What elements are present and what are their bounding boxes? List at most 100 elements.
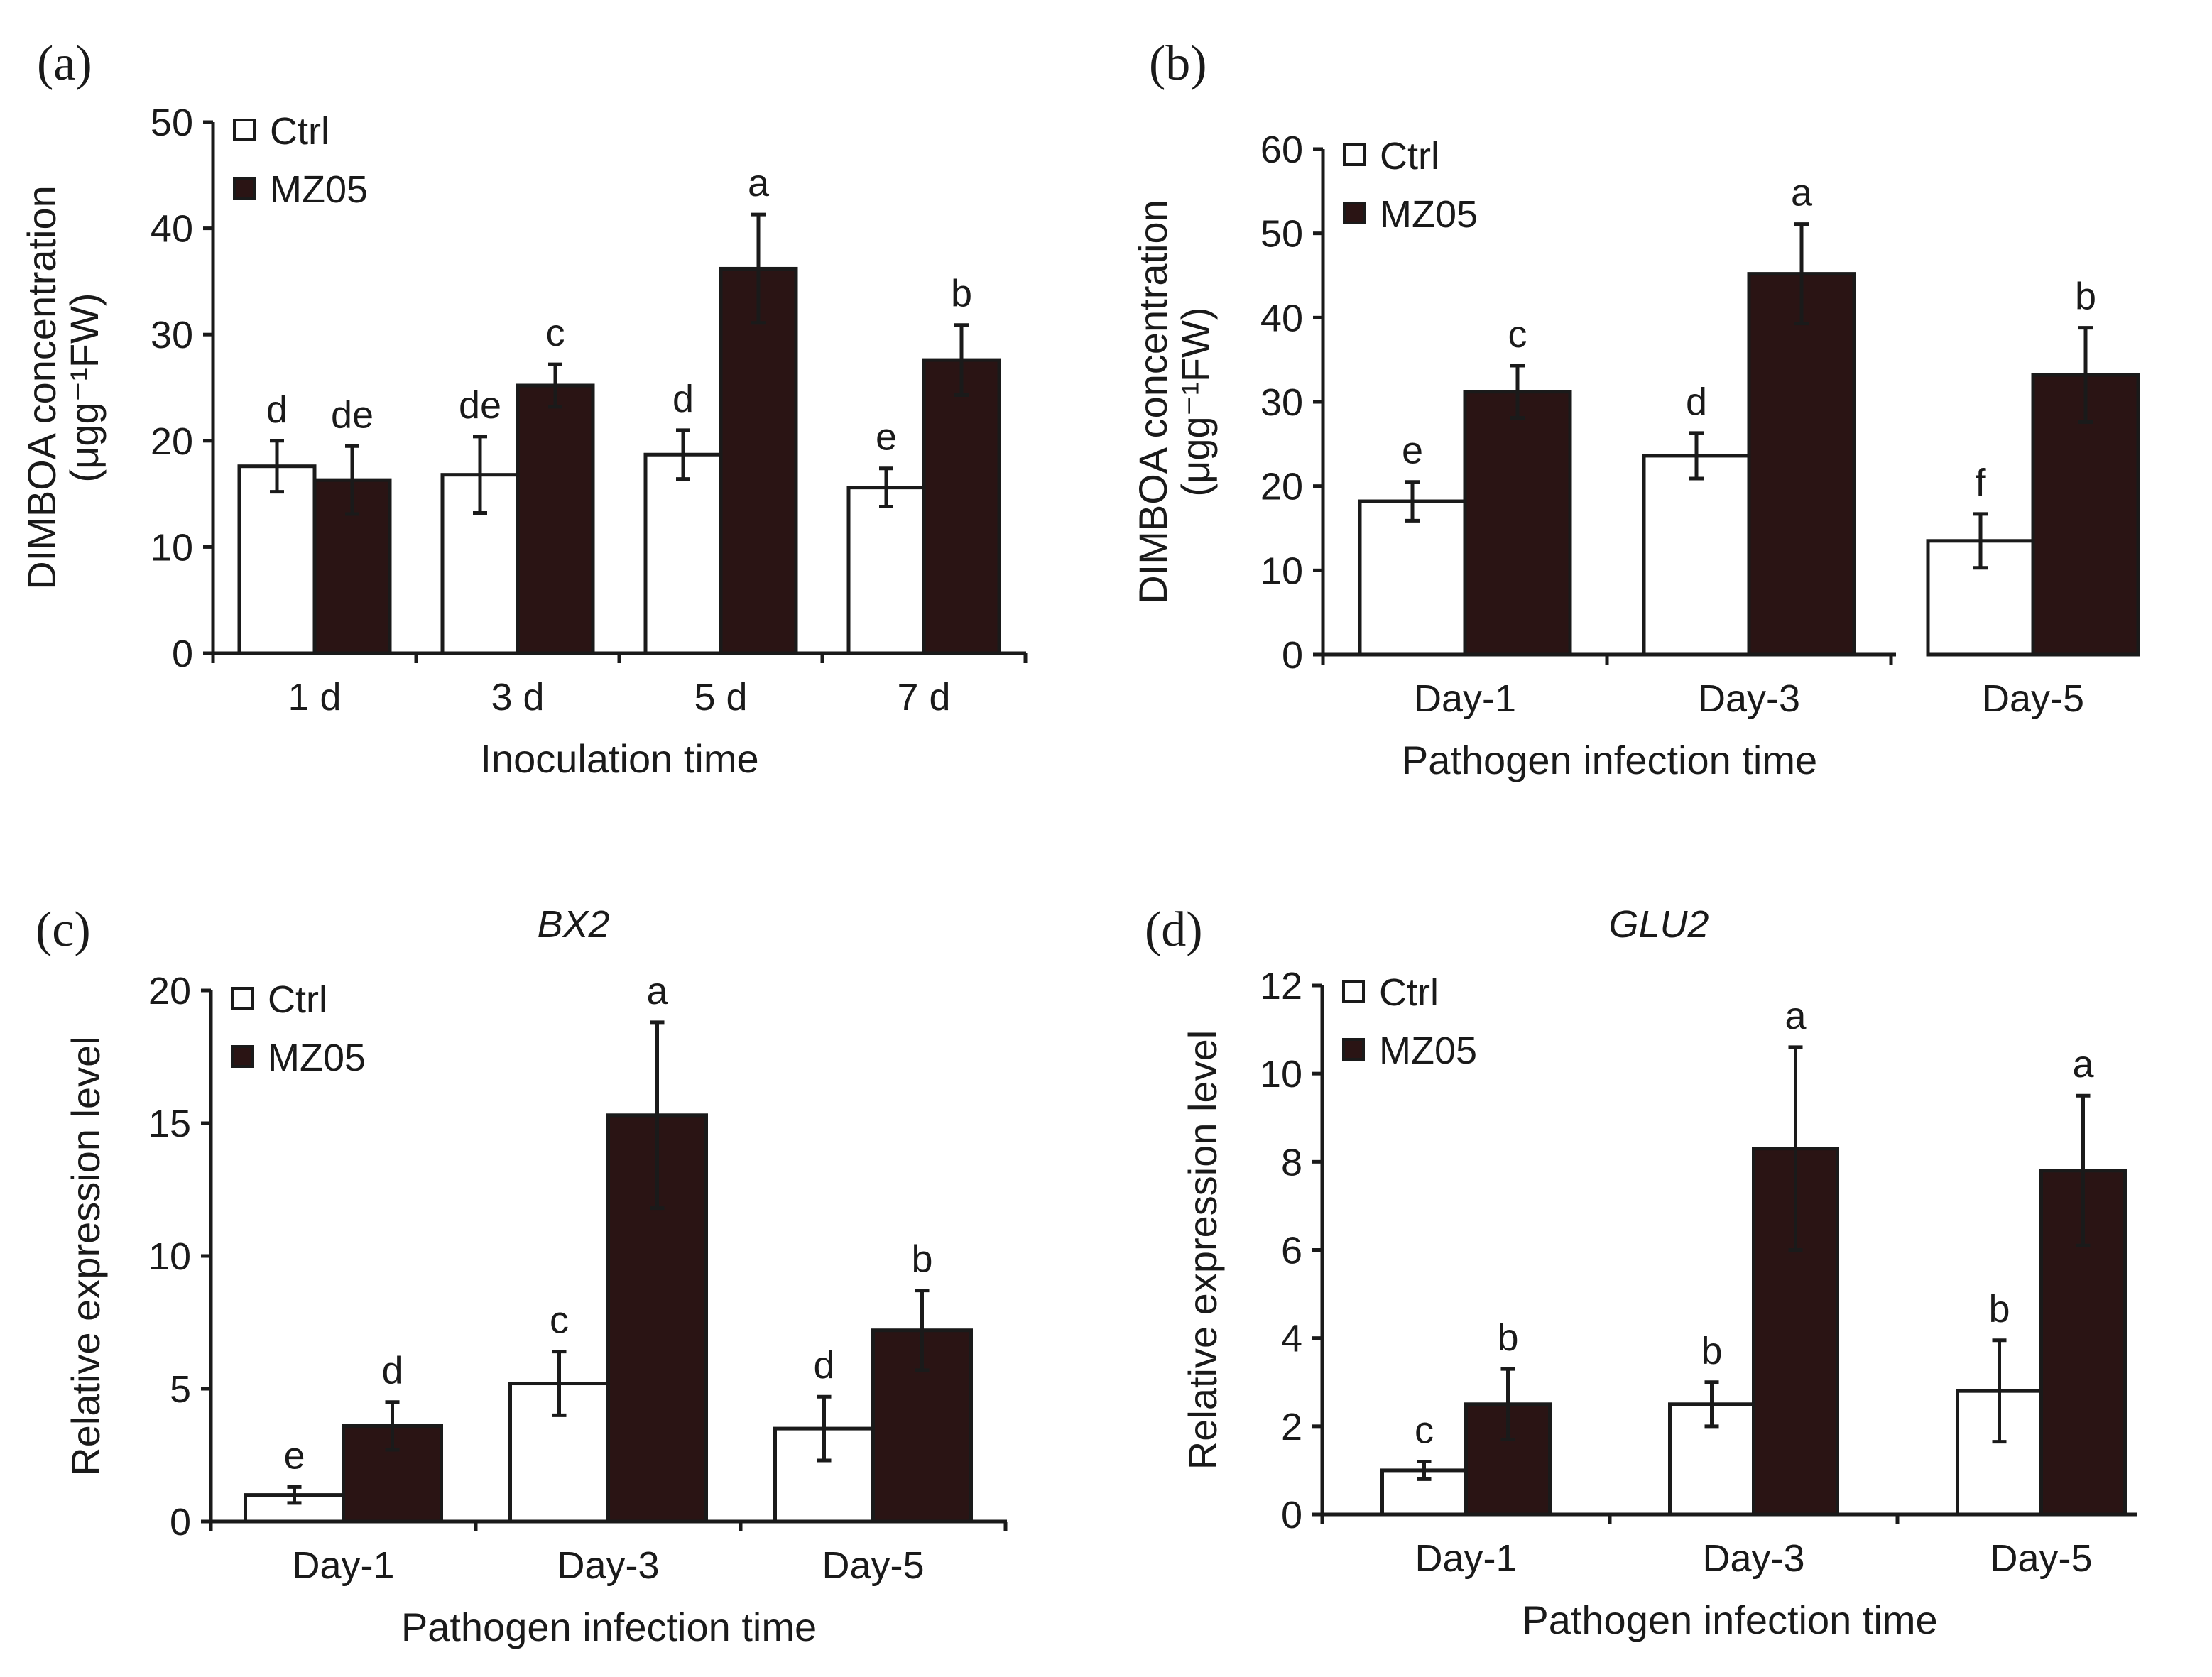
x-tick-label: 1 d: [288, 676, 341, 719]
y-tick-label: 12: [1260, 965, 1302, 1007]
y-tick-label: 5: [170, 1368, 191, 1411]
legend-swatch-mz05: [1343, 202, 1366, 224]
x-tick-label: Day-3: [557, 1544, 659, 1587]
x-tick-label: Day-1: [292, 1544, 394, 1587]
chart-panel-1: (b) DIMBOA concentration(μgg⁻¹FW) 0 10 20 30 4…: [1130, 36, 2140, 782]
y-tick-label: 20: [148, 970, 191, 1012]
y-axis-title-line1: DIMBOA concentration: [19, 185, 64, 590]
y-axis-title: Relative expression level: [63, 1036, 108, 1475]
significance-letter: a: [2072, 1043, 2094, 1086]
legend-swatch-ctrl: [1343, 143, 1366, 166]
significance-letter: c: [550, 1299, 569, 1342]
legend-label-mz05: MZ05: [270, 168, 368, 211]
significance-letter: c: [1415, 1409, 1434, 1452]
legend-label-mz05: MZ05: [1380, 193, 1478, 236]
x-tick-label: 3 d: [491, 676, 544, 719]
panel-label: (d): [1145, 902, 1203, 957]
significance-letter: b: [2075, 275, 2096, 318]
y-tick-label: 50: [1260, 213, 1303, 256]
significance-letter: de: [331, 393, 374, 436]
legend-swatch-ctrl: [233, 119, 256, 141]
y-tick-label: 6: [1281, 1230, 1302, 1272]
y-tick-label: 8: [1281, 1141, 1302, 1184]
significance-letter: b: [951, 273, 972, 315]
bar-ctrl: [1642, 454, 1751, 657]
significance-letter: e: [283, 1434, 305, 1477]
y-tick-label: 4: [1281, 1318, 1302, 1360]
legend-label-ctrl: Ctrl: [1380, 135, 1439, 177]
y-tick-label: 40: [151, 208, 193, 251]
y-tick-label: 10: [151, 526, 193, 569]
bar-ctrl: [237, 464, 317, 655]
y-axis-title-line2: (μgg⁻¹FW): [1173, 307, 1218, 496]
x-tick-label: Day-3: [1702, 1537, 1804, 1580]
x-axis-title: Pathogen infection time: [401, 1605, 817, 1649]
bar-ctrl: [846, 486, 926, 655]
y-tick-label: 10: [148, 1235, 191, 1278]
significance-letter: d: [1686, 381, 1707, 423]
x-tick-label: Day-1: [1415, 1537, 1517, 1580]
bar-mz05: [922, 358, 1001, 655]
panel-label: (c): [36, 902, 91, 957]
significance-letter: c: [1508, 313, 1527, 356]
x-tick-label: 5 d: [694, 676, 747, 719]
y-tick-label: 2: [1281, 1406, 1302, 1448]
x-tick-label: 7 d: [897, 676, 950, 719]
x-tick-label: Day-1: [1414, 677, 1516, 720]
significance-letter: de: [459, 384, 501, 427]
y-tick-label: 10: [1260, 1053, 1302, 1096]
bar-mz05: [1747, 272, 1856, 657]
x-tick-label: Day-5: [1990, 1537, 2092, 1580]
significance-letter: f: [1975, 461, 1986, 504]
chart-panel-2: (c) BX2 Relative expression level 0 5 10 15 20 D…: [36, 902, 1008, 1649]
y-axis-title-line1: DIMBOA concentration: [1130, 200, 1175, 604]
significance-letter: a: [1785, 995, 1807, 1037]
y-tick-label: 0: [170, 1501, 191, 1544]
panel-label: (b): [1149, 36, 1207, 91]
x-tick-label: Day-3: [1698, 677, 1800, 720]
legend-swatch-mz05: [1342, 1038, 1365, 1061]
y-tick-label: 10: [1260, 550, 1303, 592]
legend-label-ctrl: Ctrl: [268, 978, 327, 1021]
significance-letter: a: [1791, 172, 1813, 214]
significance-letter: d: [266, 388, 288, 431]
significance-letter: b: [1988, 1288, 2010, 1331]
x-tick-label: Day-5: [1982, 677, 2084, 720]
y-tick-label: 20: [151, 420, 193, 463]
chart-title: BX2: [537, 903, 609, 946]
y-tick-label: 0: [1281, 1494, 1302, 1536]
bar-mz05: [719, 266, 798, 655]
x-tick-label: Day-5: [822, 1544, 924, 1587]
significance-letter: a: [646, 970, 668, 1012]
y-tick-label: 0: [1282, 634, 1303, 677]
legend-swatch-mz05: [233, 177, 256, 200]
bar-ctrl: [1358, 499, 1467, 657]
significance-letter: e: [1402, 430, 1423, 472]
significance-letter: b: [911, 1238, 932, 1281]
x-axis-title: Pathogen infection time: [1402, 738, 1817, 782]
bar-mz05: [516, 383, 595, 655]
significance-letter: a: [748, 162, 770, 204]
y-tick-label: 20: [1260, 466, 1303, 508]
y-tick-label: 50: [151, 102, 193, 144]
legend-label-ctrl: Ctrl: [1379, 971, 1439, 1014]
panel-label: (a): [37, 36, 92, 91]
y-axis-title: Relative expression level: [1180, 1030, 1225, 1470]
significance-letter: b: [1497, 1316, 1518, 1359]
significance-letter: c: [546, 312, 565, 354]
chart-panel-3: (d) GLU2 Relative expression level 0 2 4 6 8 10 1…: [1145, 902, 2137, 1642]
bar-ctrl: [643, 452, 723, 655]
significance-letter: d: [672, 378, 694, 420]
legend-swatch-mz05: [231, 1045, 254, 1068]
y-tick-label: 60: [1260, 129, 1303, 171]
legend-label-mz05: MZ05: [268, 1037, 366, 1079]
bar-ctrl: [440, 473, 520, 655]
significance-letter: b: [1701, 1330, 1722, 1372]
chart-panel-0: (a) DIMBOA concentration(μgg⁻¹FW) 0 10 20 30 4…: [19, 36, 1028, 781]
significance-letter: d: [813, 1344, 834, 1387]
legend-label-mz05: MZ05: [1379, 1029, 1477, 1072]
significance-letter: d: [381, 1350, 403, 1392]
y-tick-label: 30: [151, 314, 193, 356]
x-axis-title: Pathogen infection time: [1522, 1597, 1937, 1642]
